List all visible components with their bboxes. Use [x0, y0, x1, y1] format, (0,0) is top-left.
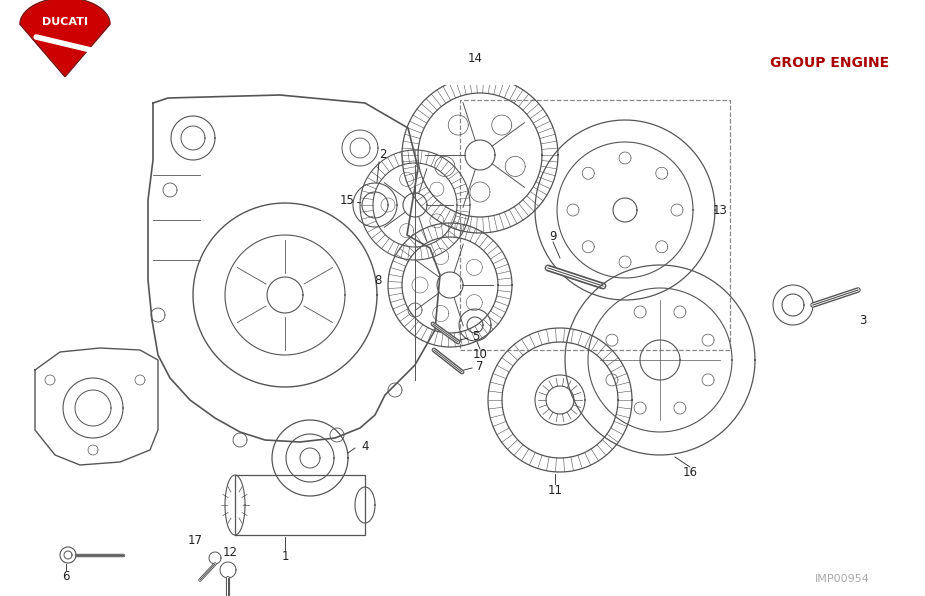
Text: 16: 16 — [683, 467, 697, 480]
Polygon shape — [20, 0, 110, 77]
Text: 17: 17 — [188, 533, 203, 547]
Text: 5: 5 — [473, 331, 480, 343]
Text: 13: 13 — [712, 203, 727, 216]
Text: GROUP ENGINE: GROUP ENGINE — [771, 56, 890, 70]
Text: 14: 14 — [467, 52, 483, 66]
Bar — [460, 100, 730, 350]
Text: IMP00954: IMP00954 — [815, 574, 870, 584]
Text: 8: 8 — [375, 274, 382, 287]
Text: 3: 3 — [859, 313, 867, 327]
Text: 9: 9 — [549, 229, 557, 243]
Text: 11: 11 — [548, 483, 562, 496]
Text: 12: 12 — [223, 545, 238, 558]
Text: 6: 6 — [62, 570, 69, 583]
Text: 7: 7 — [476, 361, 484, 374]
Text: 1: 1 — [281, 551, 289, 563]
Text: 15: 15 — [339, 194, 354, 206]
Text: 2: 2 — [379, 148, 387, 162]
Text: DUCATI: DUCATI — [42, 17, 88, 27]
Text: DRAWING 012 - ELECTRIC STARTING AND IGNITION [MOD:XDIAVEL]: DRAWING 012 - ELECTRIC STARTING AND IGNI… — [190, 17, 920, 36]
Text: 10: 10 — [473, 349, 487, 362]
Text: 4: 4 — [362, 439, 369, 452]
